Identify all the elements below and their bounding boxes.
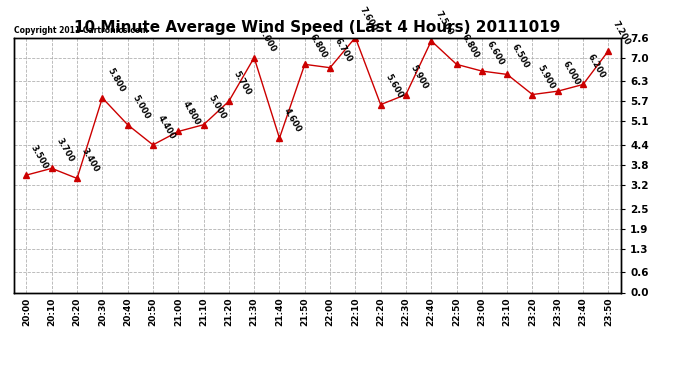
- Text: 6.000: 6.000: [560, 60, 582, 87]
- Text: 4.600: 4.600: [282, 106, 304, 134]
- Title: 10 Minute Average Wind Speed (Last 4 Hours) 20111019: 10 Minute Average Wind Speed (Last 4 Hou…: [75, 20, 560, 35]
- Text: 4.400: 4.400: [156, 113, 177, 141]
- Text: 5.900: 5.900: [535, 63, 556, 90]
- Text: 6.500: 6.500: [510, 43, 531, 70]
- Text: 7.200: 7.200: [611, 20, 632, 47]
- Text: 3.700: 3.700: [55, 137, 75, 164]
- Text: 5.900: 5.900: [408, 63, 430, 90]
- Text: 6.600: 6.600: [484, 39, 506, 67]
- Text: 5.800: 5.800: [105, 66, 126, 94]
- Text: 6.800: 6.800: [308, 33, 328, 60]
- Text: 5.000: 5.000: [130, 93, 151, 121]
- Text: 6.800: 6.800: [460, 33, 480, 60]
- Text: 5.000: 5.000: [206, 93, 227, 121]
- Text: 5.600: 5.600: [384, 73, 404, 100]
- Text: Copyright 2011 Cartronics.com: Copyright 2011 Cartronics.com: [14, 26, 148, 35]
- Text: 3.400: 3.400: [80, 147, 101, 174]
- Text: 4.800: 4.800: [181, 100, 202, 127]
- Text: 5.700: 5.700: [232, 70, 253, 97]
- Text: 7.500: 7.500: [434, 9, 455, 37]
- Text: 7.600: 7.600: [358, 6, 379, 33]
- Text: 6.200: 6.200: [586, 53, 607, 80]
- Text: 7.000: 7.000: [257, 26, 278, 54]
- Text: 3.500: 3.500: [29, 144, 50, 171]
- Text: 6.700: 6.700: [333, 36, 354, 63]
